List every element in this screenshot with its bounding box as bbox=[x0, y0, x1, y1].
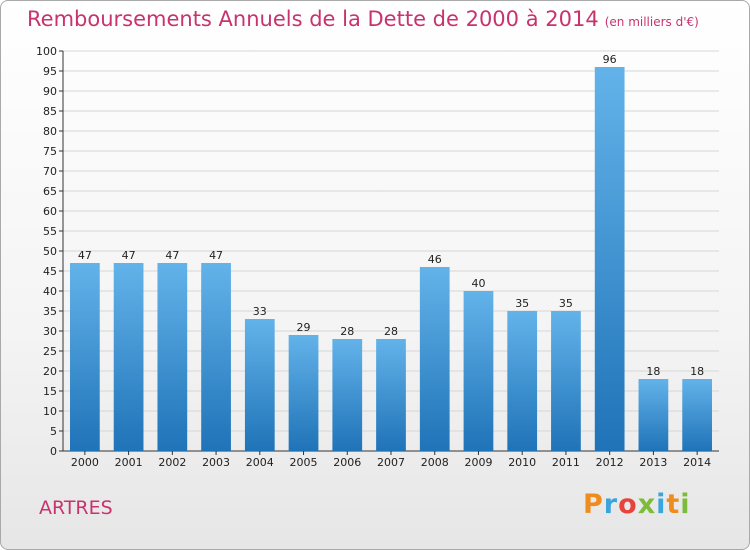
x-tick-label: 2006 bbox=[333, 456, 361, 469]
bar[interactable] bbox=[376, 339, 406, 451]
bar[interactable] bbox=[682, 379, 713, 451]
logo-letter: o bbox=[618, 489, 638, 520]
bar[interactable] bbox=[332, 339, 363, 451]
bar[interactable] bbox=[507, 311, 538, 451]
bar[interactable] bbox=[594, 67, 625, 451]
logo-letter: r bbox=[603, 489, 619, 520]
y-tick-label: 15 bbox=[43, 385, 57, 398]
y-tick-label: 0 bbox=[50, 445, 57, 458]
data-label: 47 bbox=[78, 249, 92, 262]
bar[interactable] bbox=[69, 263, 100, 451]
bar[interactable] bbox=[201, 263, 231, 451]
x-tick-label: 2000 bbox=[71, 456, 99, 469]
data-label: 28 bbox=[384, 325, 398, 338]
x-tick-label: 2013 bbox=[639, 456, 667, 469]
y-tick-label: 60 bbox=[43, 205, 57, 218]
logo-letter: P bbox=[583, 489, 604, 520]
data-label: 46 bbox=[428, 253, 442, 266]
x-tick-label: 2010 bbox=[508, 456, 536, 469]
y-tick-label: 75 bbox=[43, 145, 57, 158]
bar[interactable] bbox=[551, 311, 581, 451]
data-label: 18 bbox=[690, 365, 704, 378]
y-tick-label: 40 bbox=[43, 285, 57, 298]
proxiti-logo[interactable]: Proxiti bbox=[583, 489, 691, 520]
logo-letter: x bbox=[637, 489, 657, 520]
bar[interactable] bbox=[419, 267, 450, 451]
data-label: 28 bbox=[340, 325, 354, 338]
bar[interactable] bbox=[157, 263, 188, 451]
x-tick-label: 2004 bbox=[246, 456, 274, 469]
bar[interactable] bbox=[463, 291, 494, 451]
y-tick-label: 100 bbox=[36, 45, 57, 58]
y-tick-label: 65 bbox=[43, 185, 57, 198]
y-tick-label: 45 bbox=[43, 265, 57, 278]
y-tick-label: 10 bbox=[43, 405, 57, 418]
data-label: 47 bbox=[209, 249, 223, 262]
y-tick-label: 70 bbox=[43, 165, 57, 178]
y-tick-label: 90 bbox=[43, 85, 57, 98]
data-label: 35 bbox=[559, 297, 573, 310]
x-tick-label: 2007 bbox=[377, 456, 405, 469]
y-tick-label: 35 bbox=[43, 305, 57, 318]
data-label: 29 bbox=[297, 321, 311, 334]
chart-title: Remboursements Annuels de la Dette de 20… bbox=[27, 7, 699, 31]
x-tick-label: 2002 bbox=[158, 456, 186, 469]
y-tick-label: 5 bbox=[50, 425, 57, 438]
y-tick-label: 25 bbox=[43, 345, 57, 358]
x-tick-label: 2014 bbox=[683, 456, 711, 469]
data-label: 47 bbox=[165, 249, 179, 262]
place-name: ARTRES bbox=[39, 497, 113, 519]
chart-title-text: Remboursements Annuels de la Dette de 20… bbox=[27, 7, 599, 31]
data-label: 18 bbox=[646, 365, 660, 378]
data-label: 40 bbox=[471, 277, 485, 290]
bar[interactable] bbox=[288, 335, 319, 451]
x-tick-label: 2011 bbox=[552, 456, 580, 469]
bar[interactable] bbox=[638, 379, 669, 451]
x-tick-label: 2009 bbox=[464, 456, 492, 469]
y-tick-label: 20 bbox=[43, 365, 57, 378]
logo-letter: t bbox=[666, 489, 681, 520]
x-tick-label: 2003 bbox=[202, 456, 230, 469]
y-tick-label: 85 bbox=[43, 105, 57, 118]
logo-letter: i bbox=[680, 489, 691, 520]
x-tick-label: 2008 bbox=[421, 456, 449, 469]
data-label: 47 bbox=[122, 249, 136, 262]
bar[interactable] bbox=[113, 263, 144, 451]
x-tick-label: 2012 bbox=[596, 456, 624, 469]
y-tick-label: 95 bbox=[43, 65, 57, 78]
data-label: 33 bbox=[253, 305, 267, 318]
x-tick-label: 2005 bbox=[290, 456, 318, 469]
y-tick-label: 30 bbox=[43, 325, 57, 338]
data-label: 96 bbox=[603, 53, 617, 66]
x-tick-label: 2001 bbox=[115, 456, 143, 469]
y-tick-label: 50 bbox=[43, 245, 57, 258]
logo-letter: i bbox=[656, 489, 667, 520]
y-tick-label: 80 bbox=[43, 125, 57, 138]
chart-unit: (en milliers d'€) bbox=[604, 15, 699, 29]
y-tick-label: 55 bbox=[43, 225, 57, 238]
data-label: 35 bbox=[515, 297, 529, 310]
bar[interactable] bbox=[244, 319, 275, 451]
